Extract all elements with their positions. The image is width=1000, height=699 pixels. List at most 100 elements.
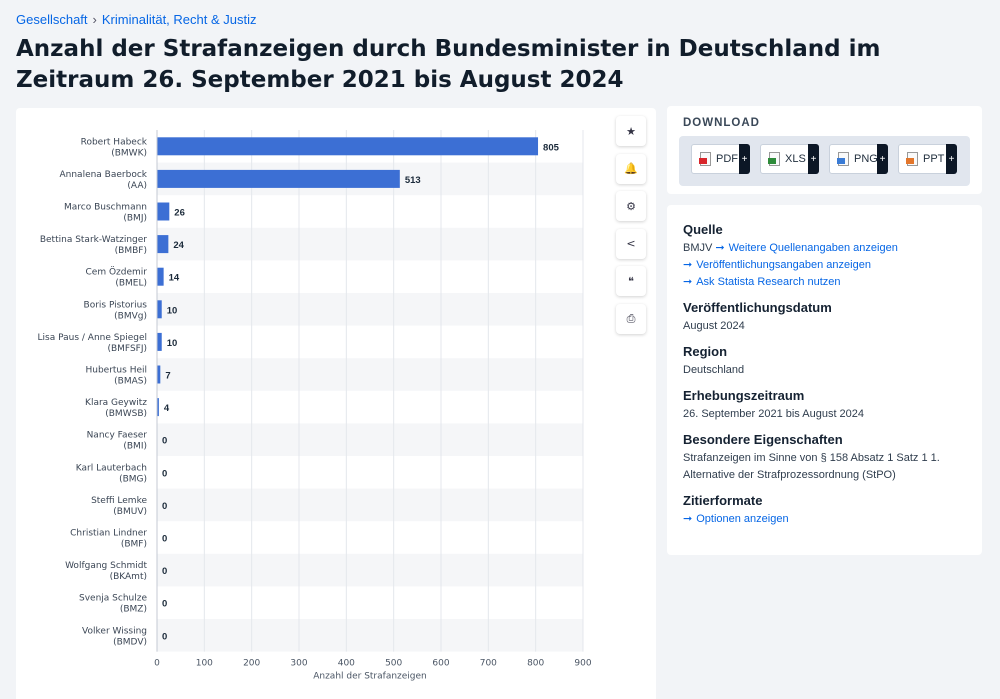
arrow-right-icon: ➞ bbox=[683, 513, 693, 525]
arrow-right-icon: ➞ bbox=[715, 242, 725, 254]
category-dept-label: (BMJ) bbox=[123, 214, 147, 224]
x-tick-label: 400 bbox=[338, 659, 355, 669]
category-dept-label: (BMEL) bbox=[115, 279, 147, 289]
category-label: Marco Buschmann bbox=[64, 203, 147, 213]
category-label: Wolfgang Schmidt bbox=[65, 561, 147, 571]
data-label: 4 bbox=[164, 403, 170, 414]
data-label: 10 bbox=[167, 338, 178, 349]
category-dept-label: (BMVg) bbox=[114, 311, 147, 321]
download-pdf-label: PDF bbox=[716, 153, 738, 165]
category-dept-label: (BMUV) bbox=[113, 507, 147, 517]
cite-heading: Zitierformate bbox=[683, 493, 763, 508]
bar bbox=[157, 267, 164, 286]
quote-icon[interactable]: ❝ bbox=[616, 266, 646, 296]
share-icon[interactable]: < bbox=[616, 228, 646, 259]
x-tick-label: 500 bbox=[385, 659, 402, 669]
category-label: Robert Habeck bbox=[81, 137, 148, 147]
x-tick-label: 900 bbox=[574, 659, 591, 669]
category-dept-label: (BMAS) bbox=[114, 377, 147, 387]
bar-chart: 805 Robert Habeck(BMWK) 513 Annalena Baerbo… bbox=[38, 130, 592, 682]
category-dept-label: (BMBF) bbox=[115, 246, 147, 256]
x-tick-label: 800 bbox=[527, 659, 544, 669]
bar bbox=[157, 332, 162, 351]
quelle-more-link[interactable]: BMJV ➞ Weitere Quellenangaben anzeigen bbox=[683, 240, 966, 257]
breadcrumb-separator: › bbox=[92, 12, 97, 27]
quelle-link-label: Weitere Quellenangaben anzeigen bbox=[728, 242, 898, 254]
info-card: Quelle BMJV ➞ Weitere Quellenangaben anze… bbox=[667, 205, 982, 555]
bell-icon[interactable]: 🔔 bbox=[616, 153, 646, 184]
row-band bbox=[157, 423, 583, 456]
category-label: Klara Geywitz bbox=[85, 398, 147, 408]
x-tick-label: 300 bbox=[290, 659, 307, 669]
download-card: DOWNLOAD PDF + XLS + PNG + PPT + bbox=[667, 106, 982, 194]
category-dept-label: (BMDV) bbox=[113, 637, 147, 647]
x-axis-label: Anzahl der Strafanzeigen bbox=[313, 672, 427, 682]
page-title: Anzahl der Strafanzeigen durch Bundesmin… bbox=[16, 36, 881, 93]
xls-file-icon bbox=[768, 152, 780, 166]
bar bbox=[157, 137, 539, 156]
region-value: Deutschland bbox=[683, 364, 745, 376]
row-band bbox=[157, 619, 583, 652]
data-label: 0 bbox=[162, 501, 167, 512]
download-ppt-button[interactable]: PPT + bbox=[898, 144, 957, 174]
download-png-button[interactable]: PNG + bbox=[829, 144, 888, 174]
row-band bbox=[157, 488, 583, 522]
bar bbox=[157, 398, 159, 417]
bar bbox=[157, 169, 400, 188]
breadcrumb: Gesellschaft › Kriminalität, Recht & Justi… bbox=[16, 12, 257, 27]
breadcrumb-kriminalitaet[interactable]: Kriminalität, Recht & Justiz bbox=[101, 12, 257, 27]
category-label: Lisa Paus / Anne Spiegel bbox=[38, 333, 147, 343]
bar bbox=[157, 365, 161, 384]
data-label: 14 bbox=[169, 273, 180, 284]
region-heading: Region bbox=[683, 344, 728, 359]
data-label: 805 bbox=[543, 142, 560, 153]
category-dept-label: (BMG) bbox=[119, 474, 147, 484]
arrow-right-icon: ➞ bbox=[683, 259, 693, 271]
special-value: Strafanzeigen im Sinne von § 158 Absatz … bbox=[683, 452, 940, 481]
publication-link-label: Veröffentlichungsangaben anzeigen bbox=[696, 259, 871, 271]
ask-research-label: Ask Statista Research nutzen bbox=[696, 276, 841, 288]
star-icon[interactable]: ★ bbox=[616, 116, 646, 146]
download-pdf-button[interactable]: PDF + bbox=[691, 144, 750, 174]
category-dept-label: (BMWSB) bbox=[105, 409, 147, 419]
row-band bbox=[157, 293, 583, 326]
publication-info-link[interactable]: ➞ Veröffentlichungsangaben anzeigen bbox=[683, 257, 966, 274]
row-band bbox=[157, 553, 583, 587]
x-tick-label: 0 bbox=[154, 659, 160, 669]
quelle-heading: Quelle bbox=[683, 222, 723, 237]
row-band bbox=[157, 227, 583, 261]
download-xls-button[interactable]: XLS + bbox=[760, 144, 819, 174]
data-label: 26 bbox=[174, 208, 185, 219]
plus-icon: + bbox=[877, 144, 888, 174]
ppt-file-icon bbox=[906, 152, 918, 166]
data-label: 7 bbox=[165, 371, 170, 382]
data-label: 0 bbox=[162, 436, 167, 447]
data-label: 513 bbox=[405, 175, 421, 186]
category-dept-label: (BMWK) bbox=[111, 148, 147, 158]
category-label: Bettina Stark-Watzinger bbox=[40, 235, 147, 245]
chart-card: 805 Robert Habeck (BMWK) 513 Annalena Baerbo… bbox=[16, 108, 656, 699]
download-png-label: PNG bbox=[854, 153, 878, 165]
plus-icon: + bbox=[946, 144, 957, 174]
x-tick-label: 200 bbox=[243, 659, 260, 669]
download-box: PDF + XLS + PNG + PPT + bbox=[679, 136, 970, 186]
print-icon[interactable]: ⎙ bbox=[616, 303, 646, 334]
category-label: Nancy Faeser bbox=[87, 431, 148, 441]
pub-date-heading: Veröffentlichungsdatum bbox=[683, 300, 832, 315]
ask-research-link[interactable]: ➞ Ask Statista Research nutzen bbox=[683, 274, 966, 291]
data-label: 0 bbox=[162, 566, 167, 577]
download-ppt-label: PPT bbox=[923, 153, 945, 165]
gear-icon[interactable]: ⚙ bbox=[616, 191, 646, 221]
png-file-icon bbox=[837, 152, 849, 166]
period-heading: Erhebungszeitraum bbox=[683, 388, 805, 403]
pdf-file-icon bbox=[699, 152, 711, 166]
cite-options-link[interactable]: ➞ Optionen anzeigen bbox=[683, 511, 966, 528]
x-tick-label: 100 bbox=[196, 659, 213, 669]
period-value: 26. September 2021 bis August 2024 bbox=[683, 408, 865, 420]
quelle-source: BMJV bbox=[683, 242, 713, 254]
chart-toolbar: ★ 🔔 ⚙ < ❝ ⎙ bbox=[616, 116, 646, 341]
pub-date-value: August 2024 bbox=[683, 320, 745, 332]
breadcrumb-gesellschaft[interactable]: Gesellschaft bbox=[16, 12, 88, 27]
cite-options-label: Optionen anzeigen bbox=[696, 513, 789, 525]
plus-icon: + bbox=[739, 144, 750, 174]
